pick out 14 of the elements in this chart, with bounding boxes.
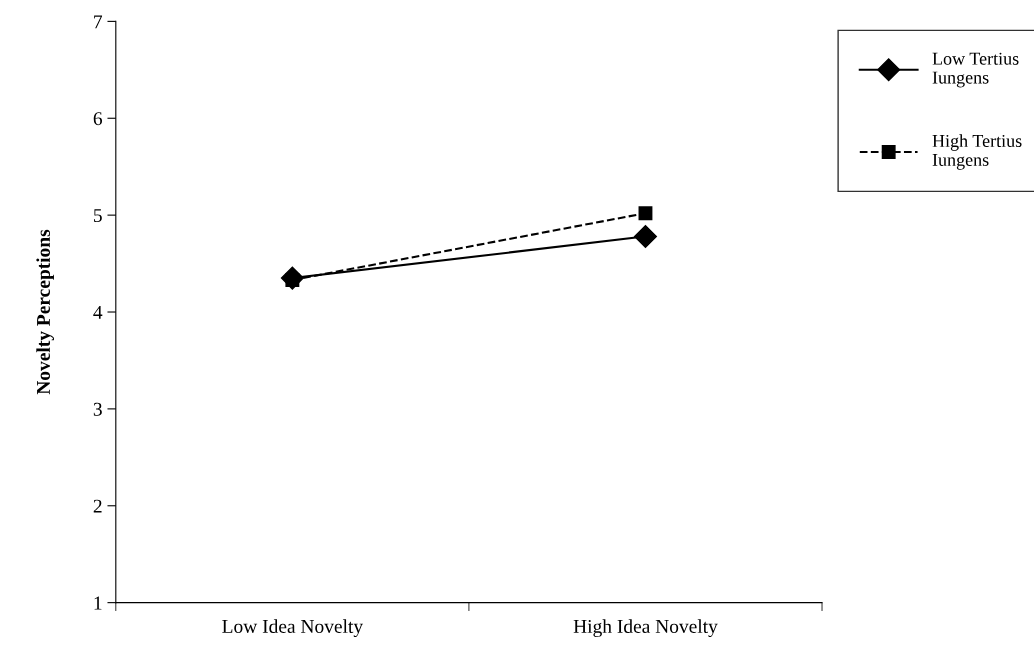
x-tick-label: High Idea Novelty bbox=[573, 619, 718, 637]
y-tick-label: 6 bbox=[93, 112, 103, 126]
y-tick-label: 7 bbox=[94, 15, 103, 29]
y-tick-label: 3 bbox=[93, 402, 102, 416]
legend-label: High Tertius Iungens bbox=[932, 134, 1022, 170]
y-tick-label: 1 bbox=[94, 596, 102, 610]
point bbox=[638, 206, 653, 221]
y-tick-label: 5 bbox=[94, 209, 102, 223]
legend-label: Low Tertius Iungens bbox=[932, 52, 1019, 88]
y-tick-label: 2 bbox=[93, 499, 102, 513]
y-tick-label: 4 bbox=[93, 305, 103, 319]
point bbox=[633, 224, 657, 248]
x-tick-label: Low Idea Novelty bbox=[222, 619, 364, 637]
y-axis-title: Novelty Perceptions bbox=[36, 229, 54, 395]
